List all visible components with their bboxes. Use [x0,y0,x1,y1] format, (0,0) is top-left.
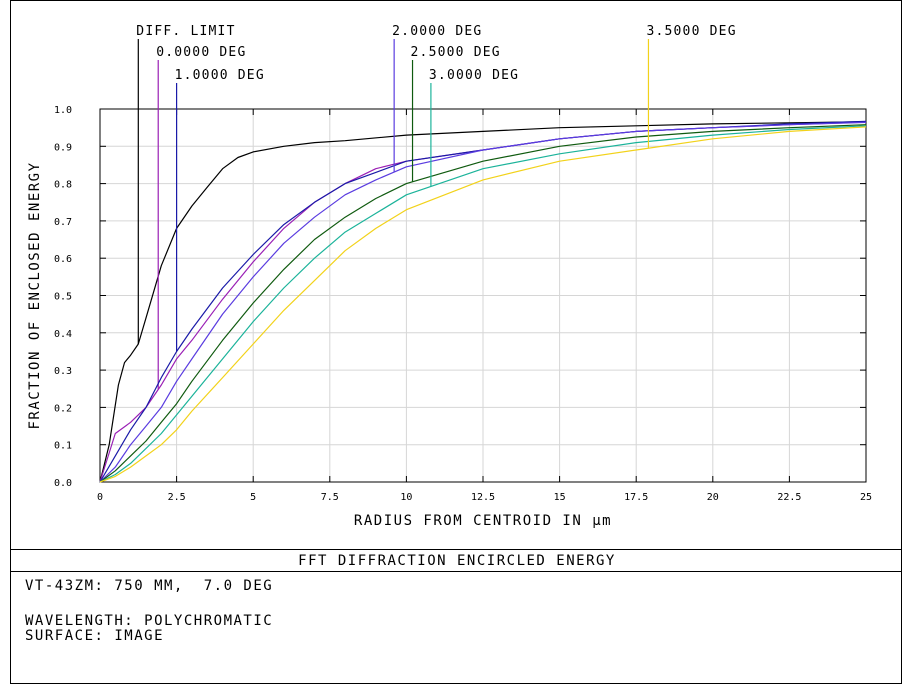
footer-divider-top [11,549,902,550]
series-line [99,126,867,483]
footer-divider-bottom [11,571,902,572]
system-info: VT-43ZM: 750 MM, 7.0 DEG [25,578,274,594]
series-label: 0.0000 DEG [156,45,246,60]
x-tick-label: 10 [400,492,412,503]
chart-frame: 0 2.5 5 7.5 10 12.5 15 17.5 20 22.5 25 0.0 0.1 0.2 0.3… [10,0,902,684]
y-tick-label: 1.0 [54,105,72,116]
y-tick-label: 0.6 [54,254,72,265]
y-tick-label: 0.9 [54,142,72,153]
x-tick-label: 20 [707,492,719,503]
encircled-energy-chart: 0 2.5 5 7.5 10 12.5 15 17.5 20 22.5 25 0.0 0.1 0.2 0.3… [27,24,872,529]
series-line [99,121,867,483]
x-tick-label: 2.5 [168,492,186,503]
y-tick-label: 0.5 [54,292,72,303]
series-label: 1.0000 DEG [175,68,265,83]
x-tick-label: 12.5 [471,492,495,503]
y-tick-label: 0.8 [54,180,72,191]
series-label: DIFF. LIMIT [136,24,235,39]
series-line [99,125,867,483]
y-axis-title: FRACTION OF ENCLOSED ENERGY [27,161,43,429]
y-tick-label: 0.3 [54,366,72,377]
y-tick-label: 0.0 [54,478,72,489]
series-label: 2.0000 DEG [392,24,482,39]
x-tick-label: 0 [97,492,103,503]
x-tick-label: 15 [554,492,566,503]
series-label: 3.0000 DEG [429,68,519,83]
x-tick-label: 22.5 [777,492,801,503]
surface-info: SURFACE: IMAGE [25,628,165,644]
x-tick-label: 17.5 [624,492,648,503]
y-tick-label: 0.1 [54,441,72,452]
x-tick-label: 25 [860,492,872,503]
x-tick-label: 7.5 [321,492,339,503]
x-axis-title: RADIUS FROM CENTROID IN µm [354,513,612,529]
series-label: 2.5000 DEG [411,45,501,60]
series-label: 3.5000 DEG [646,24,736,39]
y-tick-label: 0.4 [54,329,72,340]
wavelength-info: WAVELENGTH: POLYCHROMATIC [25,613,274,629]
series-line [99,124,867,483]
series-line [99,121,867,483]
y-tick-label: 0.7 [54,217,72,228]
y-tick-label: 0.2 [54,403,72,414]
footer-title: FFT DIFFRACTION ENCIRCLED ENERGY [298,553,616,569]
x-tick-label: 5 [250,492,256,503]
